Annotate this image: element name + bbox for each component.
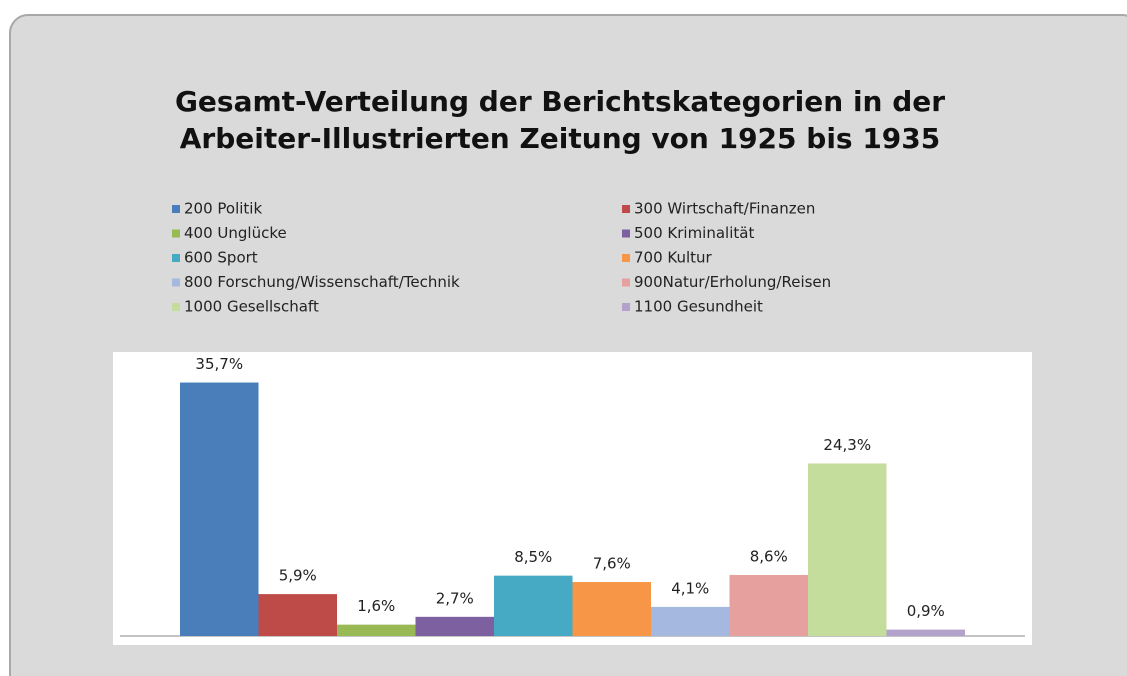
bar [494,575,573,636]
legend-swatch [622,205,630,213]
data-label: 0,9% [907,602,945,620]
data-label: 8,5% [514,548,552,566]
legend-label: 500 Kriminalität [634,224,754,242]
legend-swatch [172,303,180,311]
legend-label: 800 Forschung/Wissenschaft/Technik [184,273,460,291]
data-label: 2,7% [436,589,474,607]
data-label: 7,6% [593,555,631,573]
legend-label: 1100 Gesundheit [634,298,763,316]
legend-swatch [622,254,630,262]
bar [886,629,965,636]
chart-title: Arbeiter-Illustrierten Zeitung von 1925 … [180,122,941,155]
legend-swatch [622,229,630,238]
legend-label: 1000 Gesellschaft [184,298,319,316]
data-label: 8,6% [750,547,788,565]
bar [808,463,887,636]
bar [415,616,494,636]
bar [337,624,416,636]
data-label: 24,3% [823,436,871,454]
legend-label: 700 Kultur [634,249,713,267]
bar [180,382,259,636]
legend-label: 600 Sport [184,249,258,267]
bar [258,594,337,636]
legend-label: 300 Wirtschaft/Finanzen [634,200,815,218]
legend-swatch [172,205,180,213]
data-label: 35,7% [195,355,243,373]
bar [572,582,651,636]
bar [651,606,730,636]
data-label: 5,9% [279,567,317,585]
chart-title: Gesamt-Verteilung der Berichtskategorien… [175,85,945,118]
legend-label: 900Natur/Erholung/Reisen [634,273,831,291]
legend-swatch [622,303,630,311]
data-label: 1,6% [357,597,395,615]
legend-swatch [172,229,180,238]
data-label: 4,1% [671,579,709,597]
legend-label: 400 Unglücke [184,224,287,242]
legend-swatch [622,278,630,287]
bar [729,574,808,636]
legend-label: 200 Politik [184,200,262,218]
legend-swatch [172,278,180,287]
legend-swatch [172,254,180,262]
